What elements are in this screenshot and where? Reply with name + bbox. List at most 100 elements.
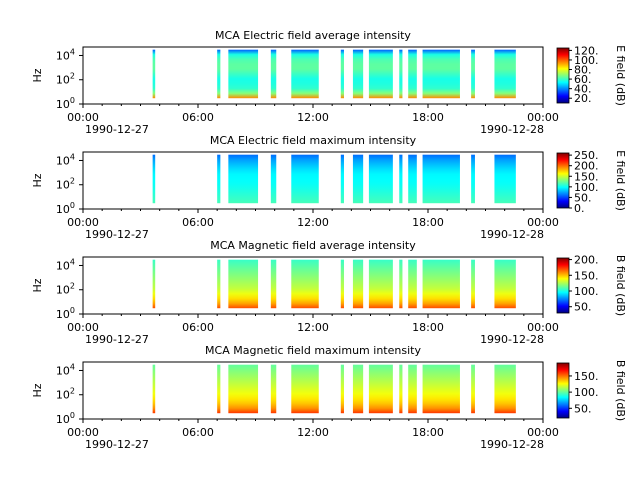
data-block <box>217 364 221 414</box>
x-tick-label: 06:00 <box>182 216 214 229</box>
colorbar-tick-label: 50. <box>574 301 592 314</box>
colorbar-tick-label: 40. <box>574 83 592 96</box>
panel-title: MCA Magnetic field maximum intensity <box>205 344 421 357</box>
data-block <box>399 259 403 309</box>
data-block <box>152 364 156 414</box>
x-start-date: 1990-12-27 <box>85 333 149 346</box>
data-block <box>152 259 156 309</box>
colorbar-tick-label: 100. <box>574 285 599 298</box>
data-block <box>368 259 393 309</box>
y-tick-label: 100 <box>56 411 75 426</box>
y-tick-label: 104 <box>56 152 75 167</box>
data-block <box>408 364 417 414</box>
x-tick-label: 12:00 <box>297 111 329 124</box>
colorbar-tick-label: 0. <box>574 202 585 215</box>
data-block <box>352 154 364 204</box>
colorbar-label: B field (dB) <box>614 360 627 421</box>
colorbar-label: B field (dB) <box>614 255 627 316</box>
data-block <box>471 154 475 204</box>
data-block <box>270 154 277 204</box>
data-block <box>368 49 393 99</box>
y-axis-label: Hz <box>31 68 44 82</box>
y-tick-label: 102 <box>56 72 75 87</box>
colorbar-label: E field (dB) <box>614 45 627 106</box>
x-tick-label: 00:00 <box>527 111 559 124</box>
colorbar-tick-label: 50. <box>574 191 592 204</box>
colorbar-tick-label: 80. <box>574 64 592 77</box>
y-tick-exponent: 4 <box>70 257 75 266</box>
colorbar-tick-label: 150. <box>574 269 599 282</box>
y-axis-label: Hz <box>31 173 44 187</box>
y-tick-base: 10 <box>56 74 70 87</box>
data-block <box>228 364 259 414</box>
y-tick-exponent: 2 <box>70 282 75 291</box>
y-axis-label: Hz <box>31 278 44 292</box>
data-block <box>422 364 460 414</box>
x-tick-label: 18:00 <box>412 111 444 124</box>
colorbar-label: E field (dB) <box>614 150 627 211</box>
y-tick-label: 100 <box>56 201 75 216</box>
y-tick-label: 104 <box>56 362 75 377</box>
colorbar-tick-label: 100. <box>574 386 599 399</box>
x-tick-label: 00:00 <box>527 426 559 439</box>
x-tick-label: 00:00 <box>67 426 99 439</box>
data-block <box>422 49 460 99</box>
colorbar-tick-label: 120. <box>574 44 599 57</box>
panel-1: MCA Electric field average intensity 100 1… <box>31 29 627 136</box>
panel-title: MCA Magnetic field average intensity <box>210 239 416 252</box>
x-tick-label: 00:00 <box>527 321 559 334</box>
data-block <box>291 259 319 309</box>
y-tick-base: 10 <box>56 203 70 216</box>
data-block <box>291 154 319 204</box>
colorbar <box>556 257 570 314</box>
data-block <box>340 49 344 99</box>
y-tick-base: 10 <box>56 389 70 402</box>
y-tick-base: 10 <box>56 259 70 272</box>
data-block <box>217 154 221 204</box>
y-tick-exponent: 0 <box>70 201 75 210</box>
data-block <box>352 259 364 309</box>
colorbar <box>556 47 570 104</box>
y-tick-base: 10 <box>56 364 70 377</box>
data-block <box>217 259 221 309</box>
y-tick-label: 102 <box>56 177 75 192</box>
x-start-date: 1990-12-27 <box>85 123 149 136</box>
x-tick-label: 00:00 <box>67 321 99 334</box>
y-tick-label: 104 <box>56 257 75 272</box>
x-tick-label: 00:00 <box>67 111 99 124</box>
data-block <box>228 154 259 204</box>
y-tick-base: 10 <box>56 154 70 167</box>
data-block <box>228 49 259 99</box>
x-tick-label: 00:00 <box>67 216 99 229</box>
data-block <box>494 49 516 99</box>
data-block <box>422 259 460 309</box>
data-block <box>228 259 259 309</box>
data-block <box>494 364 516 414</box>
panel-4: MCA Magnetic field maximum intensity 100 1… <box>31 344 627 451</box>
x-tick-label: 06:00 <box>182 111 214 124</box>
data-block <box>399 364 403 414</box>
data-block <box>152 49 156 99</box>
y-tick-exponent: 2 <box>70 177 75 186</box>
colorbar <box>556 362 570 419</box>
colorbar-tick-label: 150. <box>574 170 599 183</box>
y-tick-base: 10 <box>56 308 70 321</box>
data-block <box>291 49 319 99</box>
x-end-date: 1990-12-28 <box>480 438 544 451</box>
y-tick-exponent: 4 <box>70 362 75 371</box>
panel-title: MCA Electric field average intensity <box>215 29 411 42</box>
y-tick-exponent: 4 <box>70 152 75 161</box>
y-tick-exponent: 0 <box>70 96 75 105</box>
y-tick-base: 10 <box>56 284 70 297</box>
panel-3: MCA Magnetic field average intensity1001… <box>31 239 627 346</box>
x-tick-label: 00:00 <box>527 216 559 229</box>
data-block <box>270 49 277 99</box>
data-block <box>152 154 156 204</box>
data-block <box>494 259 516 309</box>
data-block <box>217 49 221 99</box>
x-tick-label: 06:00 <box>182 321 214 334</box>
colorbar-tick-label: 60. <box>574 73 592 86</box>
y-tick-exponent: 2 <box>70 72 75 81</box>
x-tick-label: 06:00 <box>182 426 214 439</box>
